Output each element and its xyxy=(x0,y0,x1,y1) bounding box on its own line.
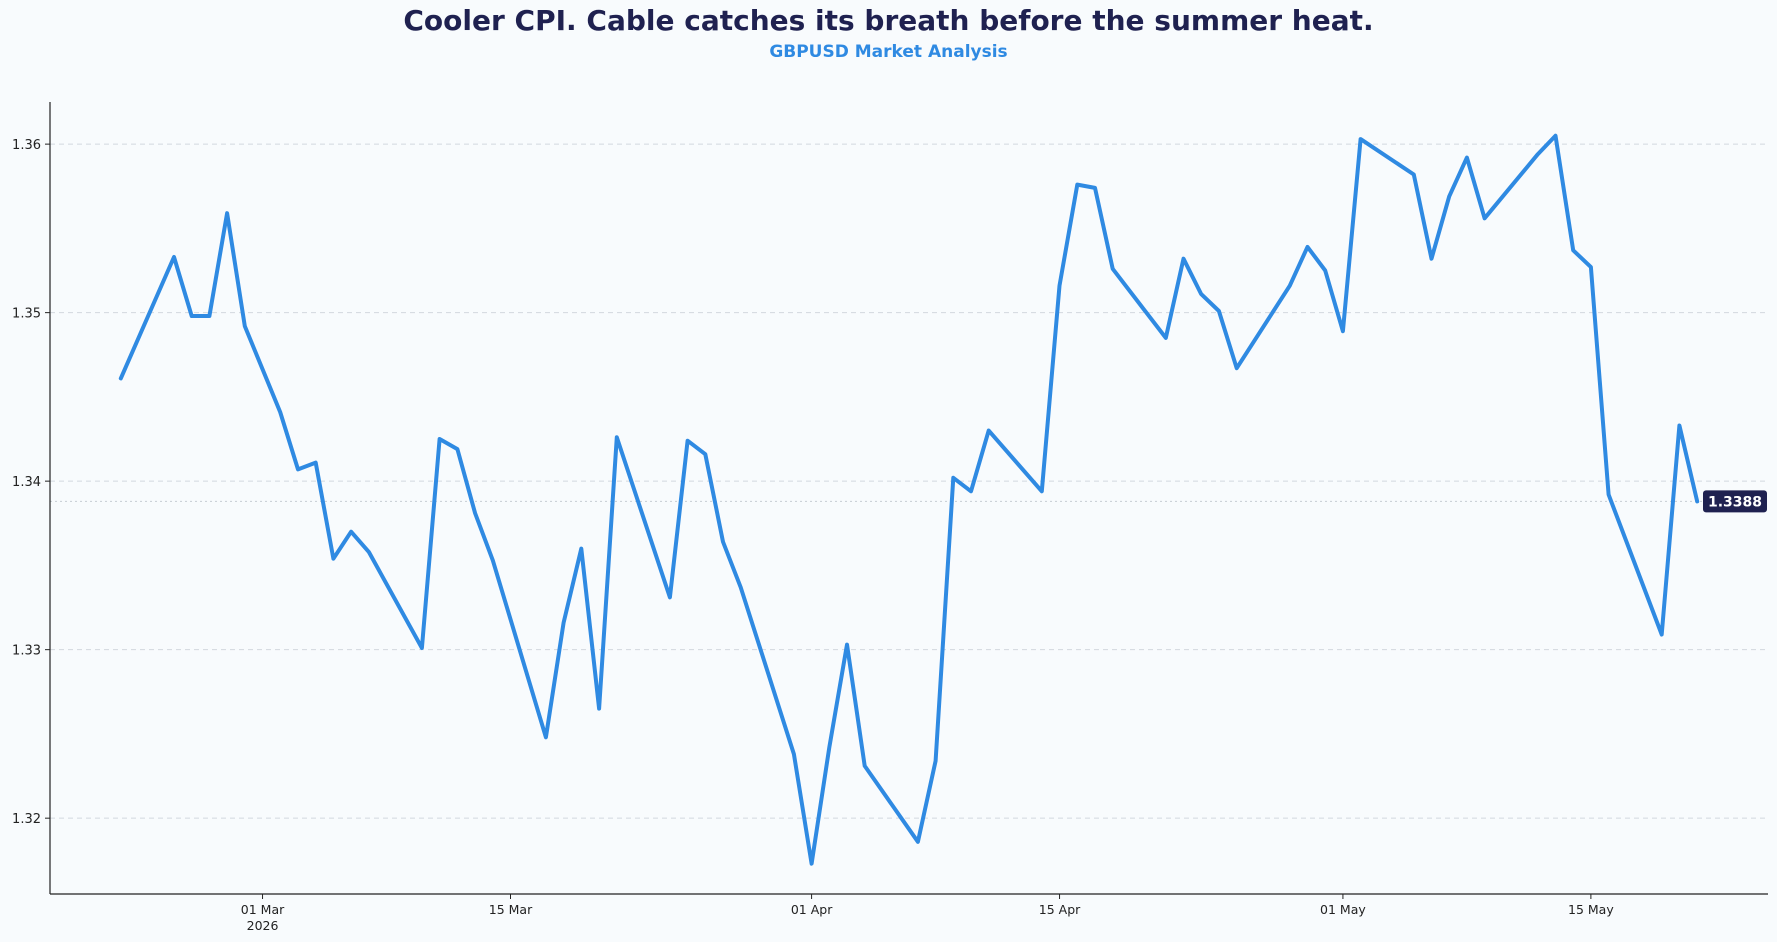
data-point xyxy=(1695,499,1699,503)
data-point xyxy=(562,621,566,625)
data-point xyxy=(1182,257,1186,261)
data-point xyxy=(1677,424,1681,428)
x-axis-ticks: 01 Mar 15 Mar 01 Apr 15 Apr 01 May 15 May 2026 xyxy=(241,894,1614,933)
x-tick-label: 15 May xyxy=(1568,902,1614,917)
data-point xyxy=(615,435,619,439)
data-point xyxy=(314,461,318,465)
data-point xyxy=(1536,152,1540,156)
data-point xyxy=(1429,257,1433,261)
y-tick-label: 1.36 xyxy=(12,138,41,153)
last-value-marker: 1.3388 xyxy=(1703,490,1767,513)
data-point xyxy=(1341,329,1345,333)
y-axis-ticks: 1.32 1.33 1.34 1.35 1.36 xyxy=(12,138,50,827)
data-point xyxy=(544,735,548,739)
data-point xyxy=(367,550,371,554)
data-point xyxy=(597,707,601,711)
data-point xyxy=(1217,309,1221,313)
data-point xyxy=(349,530,353,534)
data-point xyxy=(473,511,477,515)
data-point xyxy=(1465,156,1469,160)
y-tick-label: 1.35 xyxy=(12,307,41,322)
data-point xyxy=(1447,194,1451,198)
data-point xyxy=(703,452,707,456)
data-point xyxy=(1553,134,1557,138)
data-point xyxy=(1093,186,1097,190)
last-value-badge xyxy=(1703,490,1767,513)
data-point xyxy=(119,376,123,380)
data-point xyxy=(1164,336,1168,340)
data-point xyxy=(686,439,690,443)
data-point xyxy=(1571,248,1575,252)
data-point xyxy=(863,764,867,768)
data-point xyxy=(987,429,991,433)
grid-lines xyxy=(50,143,1768,819)
chart-title: Cooler CPI. Cable catches its breath bef… xyxy=(403,4,1374,37)
data-point xyxy=(1589,265,1593,269)
data-point xyxy=(969,489,973,493)
data-point xyxy=(668,595,672,599)
y-tick-label: 1.33 xyxy=(12,644,41,659)
axes xyxy=(49,102,1768,895)
x-tick-label: 01 Apr xyxy=(791,902,833,917)
data-point xyxy=(1306,245,1310,249)
data-point xyxy=(792,752,796,756)
data-point xyxy=(438,437,442,441)
data-point xyxy=(1111,267,1115,271)
x-year-label: 2026 xyxy=(247,918,279,933)
data-point xyxy=(1058,284,1062,288)
data-point xyxy=(491,558,495,562)
data-point xyxy=(296,467,300,471)
last-value-label: 1.3388 xyxy=(1708,494,1762,510)
data-point xyxy=(916,840,920,844)
data-point xyxy=(1412,172,1416,176)
data-point xyxy=(1235,366,1239,370)
data-point xyxy=(721,540,725,544)
data-point xyxy=(1323,269,1327,273)
data-point xyxy=(1660,632,1664,636)
data-point xyxy=(1288,284,1292,288)
data-point xyxy=(827,745,831,749)
data-point xyxy=(172,255,176,259)
data-point xyxy=(845,643,849,647)
data-point xyxy=(278,410,282,414)
chart-subtitle: GBPUSD Market Analysis xyxy=(769,42,1008,62)
data-point xyxy=(739,585,743,589)
data-point xyxy=(951,476,955,480)
x-tick-label: 01 May xyxy=(1320,902,1366,917)
series xyxy=(118,133,1700,866)
data-point xyxy=(579,547,583,551)
data-point xyxy=(1483,216,1487,220)
data-point xyxy=(1075,183,1079,187)
y-tick-label: 1.34 xyxy=(12,475,41,490)
data-point xyxy=(934,759,938,763)
y-tick-label: 1.32 xyxy=(12,812,41,827)
data-point xyxy=(243,324,247,328)
x-tick-label: 15 Apr xyxy=(1039,902,1081,917)
data-point xyxy=(190,314,194,318)
x-tick-label: 15 Mar xyxy=(489,902,533,917)
data-point xyxy=(1359,137,1363,141)
data-point xyxy=(207,314,211,318)
data-point xyxy=(331,557,335,561)
x-tick-label: 01 Mar xyxy=(241,902,285,917)
data-point xyxy=(225,211,229,215)
data-point xyxy=(1607,493,1611,497)
data-point xyxy=(420,646,424,650)
data-point xyxy=(1199,292,1203,296)
series-line xyxy=(118,133,1700,866)
data-point xyxy=(810,862,814,866)
data-point xyxy=(455,447,459,451)
data-point xyxy=(1040,489,1044,493)
